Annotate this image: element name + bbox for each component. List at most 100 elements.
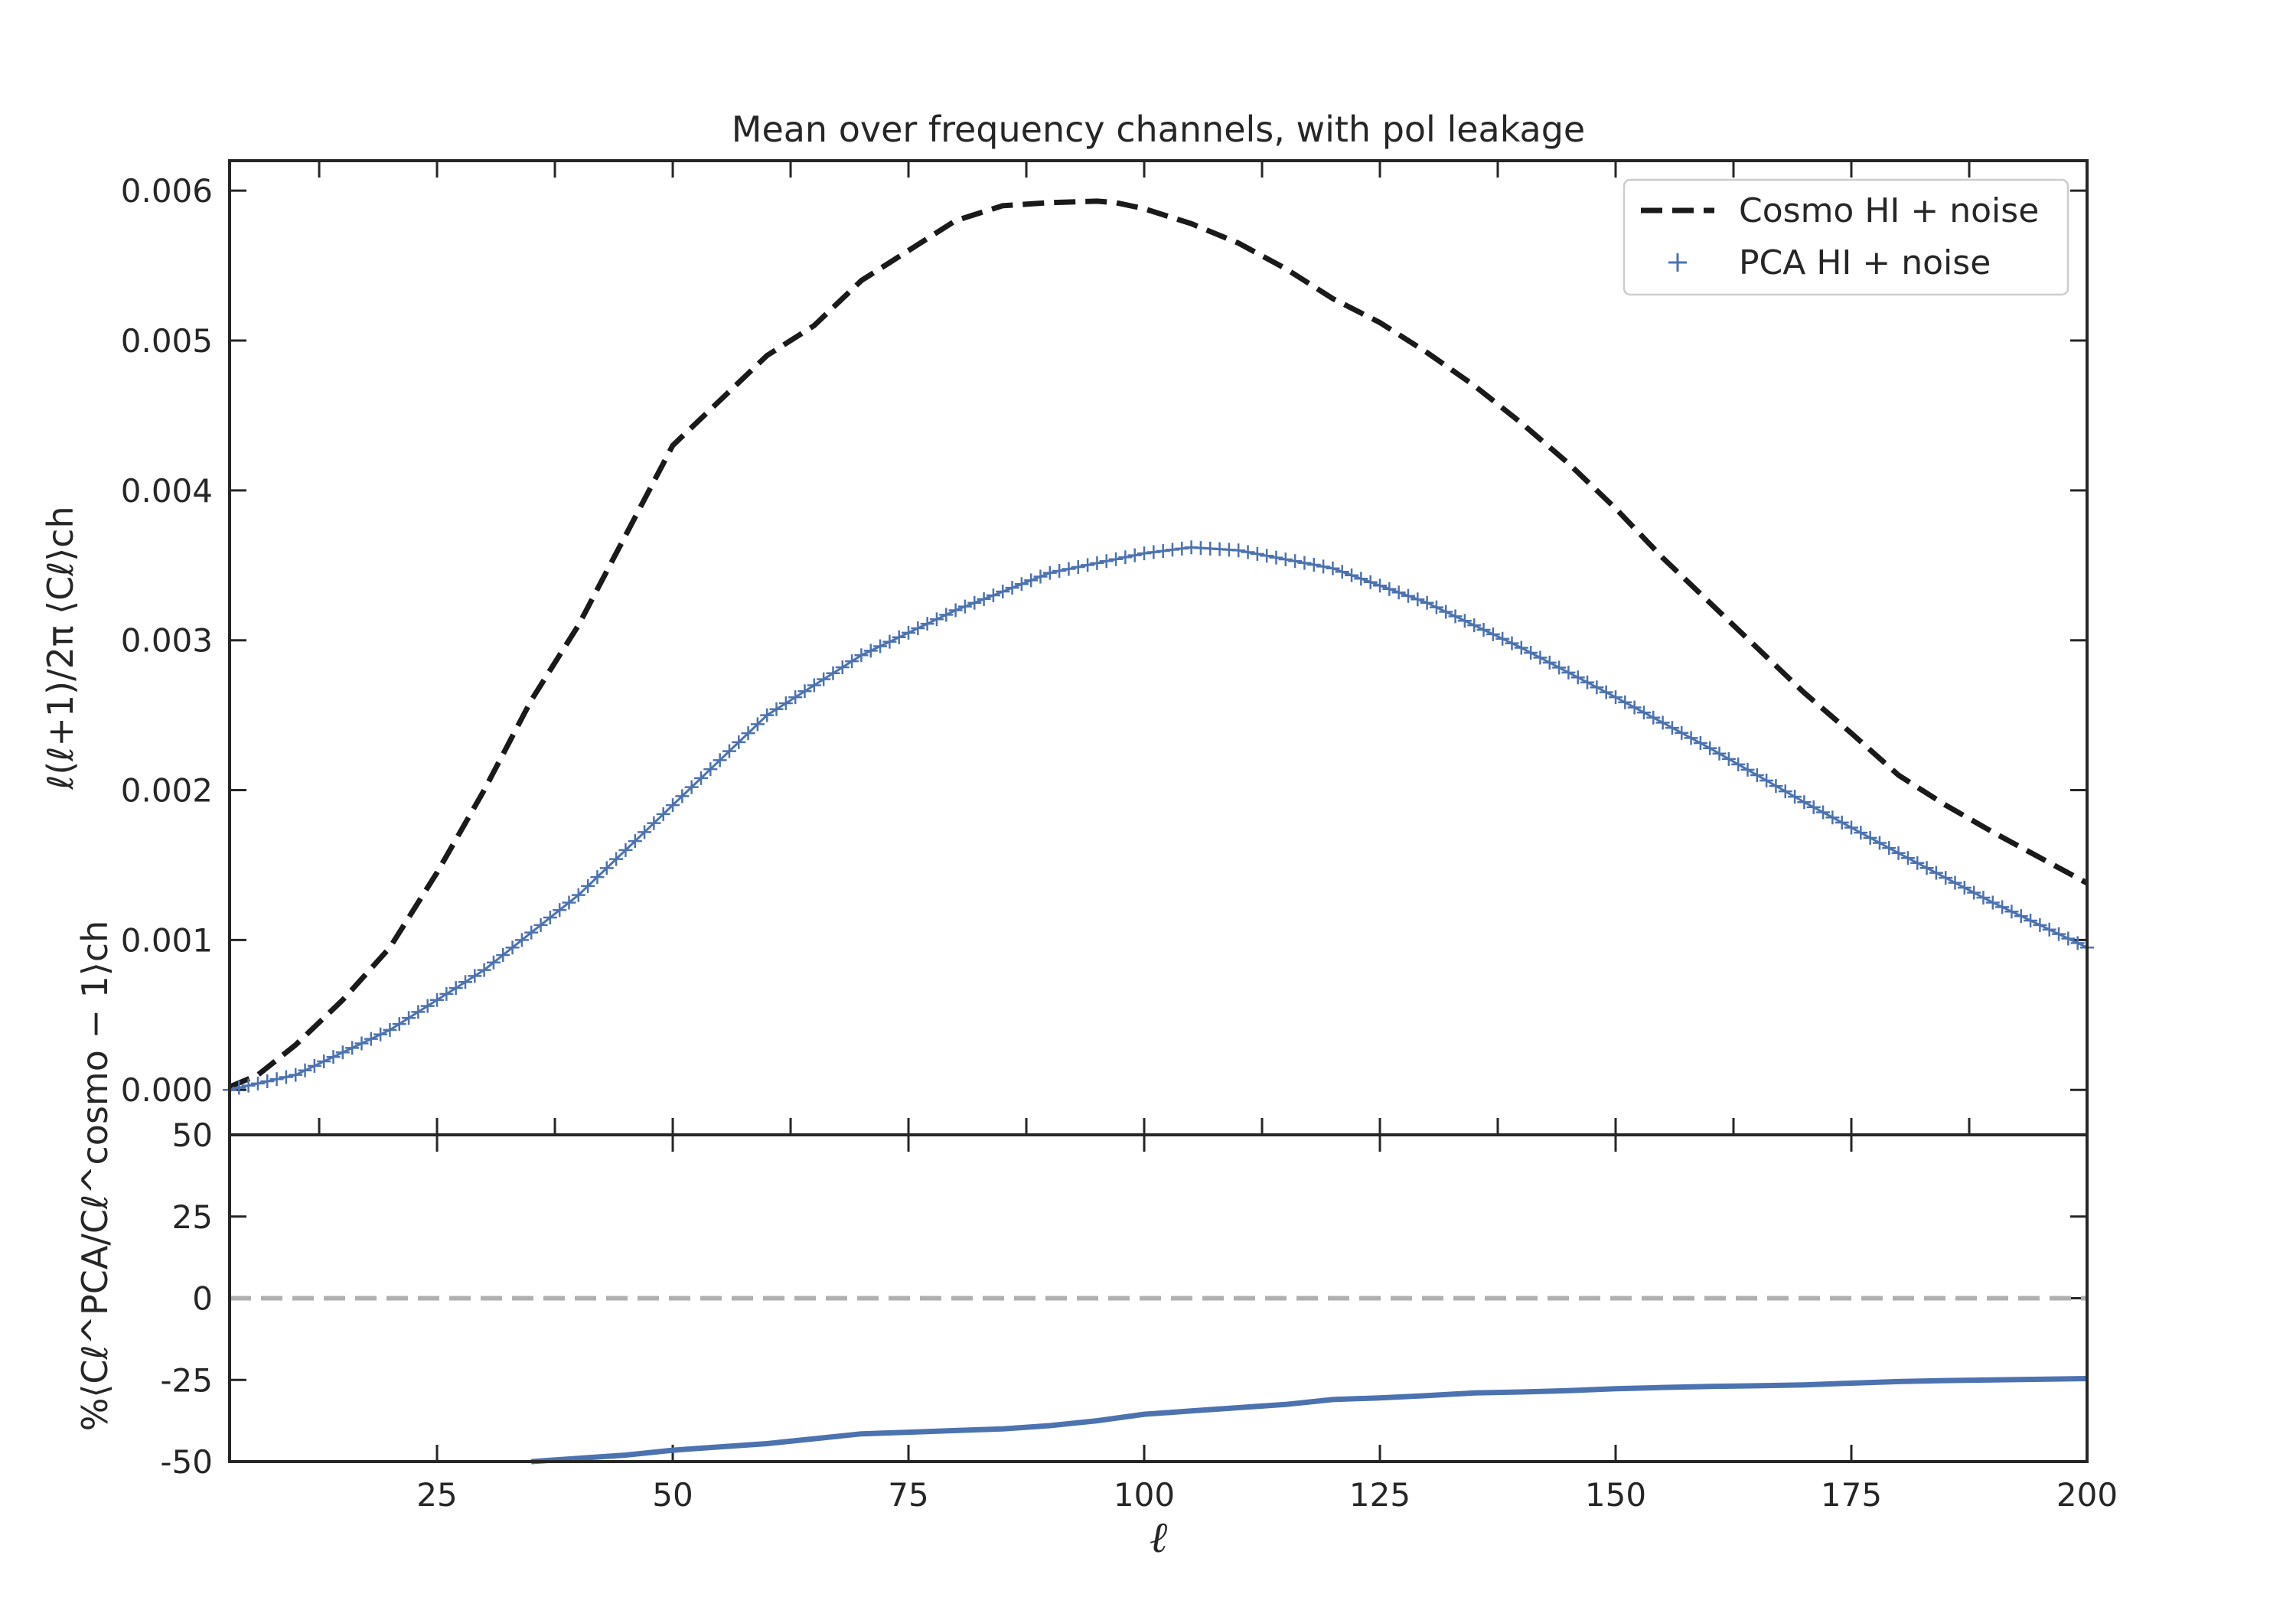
y-tick-label: 0.003	[121, 622, 213, 660]
series-pca-point	[1062, 562, 1076, 576]
series-pca-point	[1241, 545, 1255, 559]
y-tick-label: 0.005	[121, 322, 213, 360]
series-pca-point	[562, 895, 576, 910]
series-pca-point	[2052, 927, 2066, 941]
series-pca-point	[1863, 830, 1877, 845]
series-pca-point	[1127, 548, 1142, 562]
top-panel: Mean over frequency channels, with pol l…	[40, 109, 2094, 1136]
series-pca-point	[1599, 685, 1613, 699]
series-pca-line	[229, 546, 2088, 1091]
series-pca-point	[448, 981, 463, 996]
series-pca-point	[1306, 558, 1321, 572]
series-pca-point	[354, 1036, 369, 1051]
x-axis-label: ℓ	[1150, 1513, 1168, 1563]
series-pca-point	[2070, 936, 2085, 950]
legend-pca-swatch	[1668, 253, 1687, 272]
x-tick-label: 150	[1585, 1476, 1646, 1514]
series-pca-point	[628, 834, 642, 849]
series-pca-point	[581, 878, 595, 893]
series-pca-point	[1609, 690, 1623, 705]
series-pca-point	[317, 1054, 331, 1069]
series-pca-point	[948, 603, 963, 618]
y-tick-label: 0.004	[121, 472, 213, 510]
series-pca-point	[1731, 757, 1746, 771]
series-pca-point	[656, 807, 670, 821]
series-pca-point	[1335, 565, 1349, 579]
y-tick-label: -50	[160, 1443, 213, 1481]
series-pca-point	[1665, 721, 1679, 735]
series-pca-point	[1825, 810, 1840, 825]
series-pca-point	[1900, 851, 1915, 865]
series-pca-point	[1165, 543, 1179, 557]
series-pca-point	[1693, 736, 1707, 751]
series-pca-point	[1090, 556, 1104, 570]
series-pca-point	[1910, 856, 1925, 870]
series-pca-point	[1740, 762, 1755, 777]
series-pca-point	[788, 690, 803, 705]
series-pca-point	[1590, 680, 1604, 695]
series-pca-point	[1156, 543, 1170, 558]
series-pca-point	[1391, 585, 1406, 600]
y-axis-label: ℓ(ℓ+1)/2π ⟨Cℓ⟩ch	[40, 506, 81, 790]
series-pca-point	[514, 933, 529, 947]
series-pca-point	[863, 644, 878, 658]
series-pca-point	[326, 1050, 341, 1064]
y-tick-label: 0.001	[121, 921, 213, 959]
series-pca-point	[2024, 913, 2038, 927]
series-pca-point	[1655, 715, 1670, 730]
series-pca-point	[298, 1063, 312, 1077]
series-pca-point	[232, 1081, 246, 1095]
series-pca-point	[1326, 561, 1340, 575]
series-pca-point	[402, 1011, 416, 1025]
y-axis-label-bottom: %⟨Cℓ^PCA/Cℓ^cosmo − 1⟩ch	[74, 921, 116, 1432]
chart-title: Mean over frequency channels, with pol l…	[732, 109, 1585, 150]
series-pca-point	[1835, 815, 1849, 830]
y-tick-label: 25	[172, 1198, 213, 1236]
series-pca-point	[675, 789, 690, 804]
series-pca-point	[1636, 706, 1651, 720]
series-pca-point	[693, 771, 708, 785]
series-pca-point	[2004, 905, 2019, 919]
series-pca-point	[1721, 751, 1736, 766]
series-pca-point	[1524, 645, 1538, 660]
series-pca-point	[1646, 710, 1661, 725]
series-pca-point	[929, 612, 944, 627]
series-pca-point	[1297, 556, 1312, 570]
series-pca-point	[1486, 627, 1500, 641]
series-pca-point	[1844, 820, 1859, 835]
series-pca-point	[553, 903, 567, 918]
series-pca-point	[1533, 650, 1548, 665]
series-pca-point	[1995, 900, 2010, 914]
series-pca-point	[1505, 636, 1519, 650]
series-pca-point	[1552, 660, 1567, 675]
series-pca-point	[902, 625, 916, 640]
series-pca-point	[2033, 918, 2047, 932]
series-pca-point	[1957, 881, 1971, 895]
series-pca-point	[335, 1045, 350, 1060]
series-pca-point	[392, 1017, 406, 1032]
x-tick-label: 200	[2056, 1476, 2118, 1514]
series-pca-point	[1052, 564, 1067, 579]
series-pca-point	[666, 798, 680, 813]
series-pca-point	[1288, 554, 1303, 569]
series-pca-point	[911, 621, 925, 636]
series-pca-point	[524, 925, 539, 940]
series-pca-point	[1081, 558, 1095, 572]
series-pca-point	[1401, 588, 1415, 603]
series-pca-point	[713, 753, 727, 768]
series-pca-point	[1514, 641, 1528, 655]
series-pca-point	[486, 955, 501, 970]
series-pca-point	[1495, 631, 1510, 646]
y-tick-label: -25	[160, 1361, 213, 1399]
series-pca-point	[1448, 609, 1463, 624]
series-pca-point	[1345, 568, 1359, 582]
series-pca-point	[1146, 545, 1161, 559]
series-pca-point	[373, 1027, 388, 1041]
series-pca-point	[845, 654, 859, 669]
series-pca-point	[590, 870, 605, 885]
series-pca-point	[1919, 861, 1934, 875]
series-pca-point	[939, 608, 954, 622]
series-pca-point	[703, 762, 718, 777]
series-pca-point	[1014, 577, 1029, 592]
